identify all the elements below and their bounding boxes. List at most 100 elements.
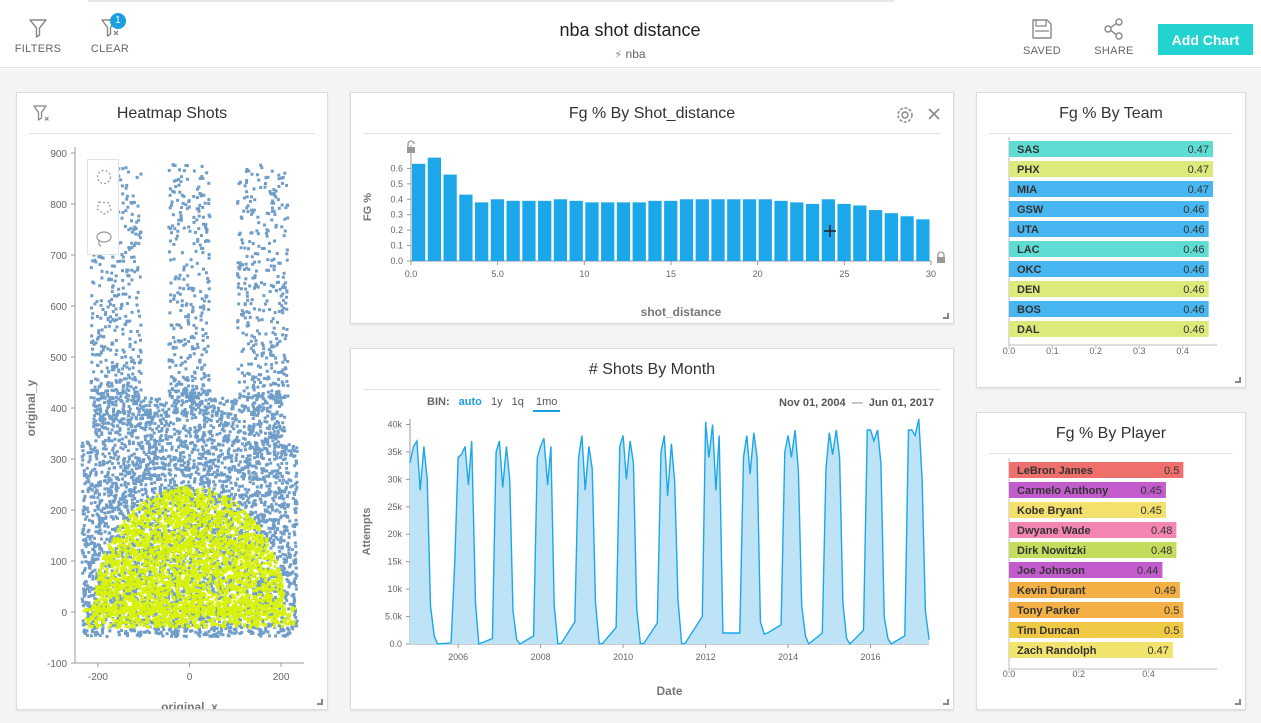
- heatmap-point: [240, 536, 244, 540]
- filters-button[interactable]: FILTERS: [14, 18, 62, 55]
- heatmap-point: [252, 409, 256, 413]
- heatmap-point: [120, 355, 124, 359]
- heatmap-point: [202, 418, 206, 422]
- heatmap-point: [168, 454, 172, 458]
- heatmap-point: [125, 387, 129, 391]
- add-chart-button[interactable]: Add Chart: [1158, 24, 1253, 55]
- heatmap-point: [152, 444, 156, 448]
- heatmap-point: [160, 422, 164, 426]
- heatmap-point: [276, 377, 280, 381]
- heatmap-point: [92, 495, 96, 499]
- heatmap-point: [251, 621, 255, 625]
- heatmap-point: [185, 177, 189, 181]
- heatmap-point: [110, 388, 114, 392]
- heatmap-point: [97, 255, 101, 259]
- heatmap-point: [285, 558, 289, 562]
- heatmap-point: [123, 456, 127, 460]
- heatmap-point: [272, 257, 276, 261]
- heatmap-point: [204, 223, 208, 227]
- heatmap-point: [104, 447, 108, 451]
- heatmap-point: [148, 427, 152, 431]
- heatmap-point: [156, 477, 160, 481]
- heatmap-point: [184, 439, 188, 443]
- heatmap-point: [129, 356, 133, 360]
- heatmap-point: [288, 519, 292, 523]
- heatmap-point: [270, 389, 274, 393]
- heatmap-point: [92, 536, 96, 540]
- heatmap-point: [167, 225, 171, 229]
- heatmap-point: [117, 455, 121, 459]
- heatmap-point: [261, 602, 265, 606]
- heatmap-point: [240, 626, 244, 630]
- heatmap-point: [167, 407, 171, 411]
- heatmap-point: [241, 455, 245, 459]
- heatmap-point: [215, 472, 219, 476]
- heatmap-point: [186, 463, 190, 467]
- heatmap-point: [145, 495, 149, 499]
- heatmap-point: [265, 234, 269, 238]
- heatmap-point: [206, 470, 210, 474]
- heatmap-point: [259, 500, 263, 504]
- heatmap-point: [100, 628, 104, 632]
- heatmap-point: [144, 489, 148, 493]
- heatmap-point: [277, 390, 281, 394]
- heatmap-point: [94, 439, 98, 443]
- top-divider: [88, 0, 894, 2]
- clear-button[interactable]: 1 CLEAR: [88, 13, 132, 55]
- heatmap-point: [292, 530, 296, 534]
- dashboard-title[interactable]: nba shot distance: [559, 20, 701, 40]
- heatmap-point: [280, 308, 284, 312]
- saved-button[interactable]: SAVED: [1020, 18, 1064, 57]
- heatmap-point: [174, 346, 178, 350]
- heatmap-point: [196, 448, 200, 452]
- heatmap-point: [124, 445, 128, 449]
- heatmap-point: [135, 570, 139, 574]
- heatmap-point: [284, 444, 288, 448]
- heatmap-point: [183, 629, 187, 633]
- heatmap-point: [130, 241, 134, 245]
- heatmap-point: [270, 505, 274, 509]
- heatmap-point: [198, 243, 202, 247]
- heatmap-point: [114, 274, 118, 278]
- heatmap-point: [206, 582, 210, 586]
- panel-divider: [29, 133, 315, 134]
- heatmap-point: [194, 395, 198, 399]
- heatmap-point: [148, 574, 152, 578]
- heatmap-point: [139, 358, 143, 362]
- heatmap-point: [285, 461, 289, 465]
- heatmap-point: [256, 232, 260, 236]
- heatmap-point: [256, 460, 260, 464]
- heatmap-point: [245, 179, 249, 183]
- heatmap-point: [192, 287, 196, 291]
- heatmap-point: [194, 492, 198, 496]
- heatmap-point: [153, 403, 157, 407]
- heatmap-point: [149, 437, 153, 441]
- heatmap-point: [175, 449, 179, 453]
- heatmap-point: [95, 337, 99, 341]
- heatmap-point: [98, 397, 102, 401]
- heatmap-point: [283, 514, 287, 518]
- share-button[interactable]: SHARE: [1092, 18, 1136, 57]
- heatmap-point: [266, 493, 270, 497]
- heatmap-point: [241, 313, 245, 317]
- heatmap-point: [174, 617, 178, 621]
- heatmap-point: [253, 499, 257, 503]
- heatmap-point: [171, 578, 175, 582]
- heatmap-point: [222, 402, 226, 406]
- heatmap-point: [285, 466, 289, 470]
- heatmap-point: [200, 387, 204, 391]
- heatmap-point: [172, 632, 176, 636]
- heatmap-filter-clear-icon[interactable]: [33, 105, 51, 123]
- heatmap-point: [246, 298, 250, 302]
- heatmap-point: [187, 473, 191, 477]
- heatmap-point: [208, 405, 212, 409]
- heatmap-point: [248, 315, 252, 319]
- heatmap-point: [114, 413, 118, 417]
- heatmap-point: [181, 472, 185, 476]
- heatmap-point: [286, 394, 290, 398]
- heatmap-point: [264, 362, 268, 366]
- heatmap-point: [86, 451, 90, 455]
- heatmap-point: [141, 562, 145, 566]
- heatmap-point: [268, 451, 272, 455]
